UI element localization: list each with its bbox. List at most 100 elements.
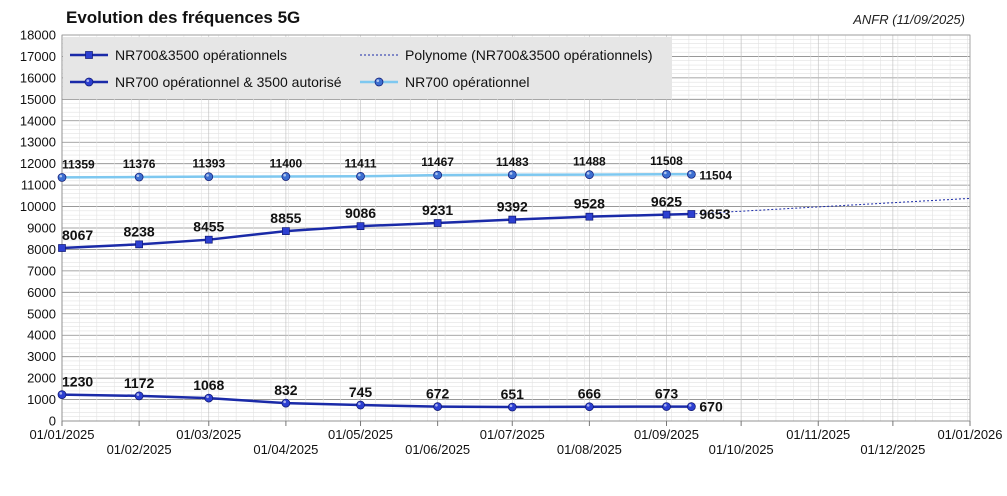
y-tick-label: 2000 [27, 371, 56, 386]
x-tick-label: 01/08/2025 [557, 442, 622, 457]
legend-box [63, 37, 672, 99]
data-label: 1068 [193, 377, 224, 393]
data-point [281, 172, 291, 181]
data-label: 11411 [344, 156, 376, 170]
y-tick-label: 5000 [27, 306, 56, 321]
series-line-0 [61, 212, 692, 250]
data-label: 1230 [62, 374, 93, 390]
data-point [433, 402, 442, 411]
series-line-1 [691, 197, 971, 215]
data-point [585, 212, 594, 221]
y-tick-label: 13000 [20, 135, 56, 150]
data-point [204, 393, 214, 403]
data-label: 11359 [62, 157, 95, 171]
data-label: 673 [655, 386, 679, 402]
data-label: 9653 [699, 206, 730, 222]
data-label: 1172 [124, 375, 155, 391]
series-line-2 [61, 393, 692, 409]
y-tick-label: 9000 [27, 221, 56, 236]
x-tick-label: 01/10/2025 [709, 442, 774, 457]
y-tick-label: 17000 [20, 49, 56, 64]
legend-label: Polynome (NR700&3500 opérationnels) [405, 47, 652, 63]
data-point [356, 222, 365, 231]
data-label: 11393 [192, 157, 225, 171]
legend-marker [374, 77, 384, 87]
x-tick-label: 01/01/2025 [29, 427, 94, 442]
y-tick-label: 1000 [27, 392, 56, 407]
data-label: 11467 [421, 155, 454, 169]
data-point [662, 210, 671, 219]
data-point [134, 391, 144, 401]
data-point [57, 173, 67, 182]
data-point [508, 215, 517, 224]
data-point [687, 210, 696, 218]
data-label: 9392 [497, 199, 528, 215]
data-label: 9625 [651, 194, 682, 210]
x-tick-label: 01/06/2025 [405, 442, 470, 457]
data-point [135, 240, 143, 249]
x-tick-label: 01/04/2025 [253, 442, 318, 457]
source-label: ANFR (11/09/2025) [853, 12, 965, 27]
data-point [433, 219, 442, 227]
data-point [433, 170, 442, 180]
data-label: 11376 [123, 157, 156, 171]
data-point [662, 169, 671, 179]
data-point [58, 244, 66, 252]
legend-label: NR700&3500 opérationnels [115, 47, 287, 63]
y-tick-label: 0 [49, 414, 56, 429]
legend-label: NR700 opérationnel [405, 74, 530, 90]
legend: NR700&3500 opérationnels Polynome (NR700&… [63, 37, 672, 99]
data-label: 666 [578, 386, 602, 402]
legend-marker [85, 51, 93, 59]
data-label: 11488 [573, 155, 606, 169]
y-tick-label: 11000 [21, 178, 56, 193]
y-tick-label: 16000 [20, 70, 56, 85]
y-tick-label: 10000 [20, 199, 56, 214]
data-label: 670 [699, 399, 723, 415]
data-point [687, 169, 696, 179]
data-point [134, 172, 144, 182]
data-point [356, 171, 365, 181]
data-label: 9231 [422, 202, 453, 218]
data-label: 672 [426, 386, 450, 402]
plot-border [61, 34, 971, 422]
y-tick-label: 6000 [27, 285, 56, 300]
data-label: 8855 [270, 210, 301, 226]
data-point [204, 235, 213, 244]
x-tick-label: 01/07/2025 [480, 427, 545, 442]
x-tick-label: 01/05/2025 [328, 427, 393, 442]
data-point [507, 402, 517, 412]
data-label: 8238 [124, 223, 155, 239]
data-point [57, 390, 67, 399]
series-line-3 [61, 172, 692, 179]
data-label: 832 [274, 382, 298, 398]
data-label: 651 [501, 386, 525, 402]
data-point [356, 400, 365, 410]
data-label: 9086 [345, 205, 376, 221]
y-tick-label: 4000 [27, 328, 56, 343]
x-tick-label: 01/09/2025 [634, 427, 699, 442]
x-tick-label: 01/02/2025 [107, 442, 172, 457]
y-tick-label: 14000 [20, 113, 56, 128]
data-point [662, 402, 671, 411]
data-label: 11483 [496, 155, 529, 169]
x-tick-label: 01/01/2026 [937, 427, 1002, 442]
legend-marker [84, 77, 94, 87]
legend-label: NR700 opérationnel & 3500 autorisé [115, 74, 342, 90]
y-tick-label: 8000 [27, 242, 56, 257]
data-point [585, 170, 594, 179]
x-tick-label: 01/03/2025 [176, 427, 241, 442]
y-tick-label: 15000 [20, 92, 56, 107]
data-point [281, 398, 291, 408]
y-tick-label: 3000 [27, 349, 56, 364]
y-tick-label: 12000 [20, 156, 56, 171]
data-label: 11400 [270, 157, 303, 171]
data-label: 11508 [650, 154, 683, 168]
data-point [507, 170, 517, 180]
data-point [282, 227, 290, 235]
data-label: 745 [349, 384, 373, 400]
y-tick-label: 7000 [27, 263, 56, 278]
data-label: 8067 [62, 227, 93, 243]
data-point [204, 172, 214, 182]
